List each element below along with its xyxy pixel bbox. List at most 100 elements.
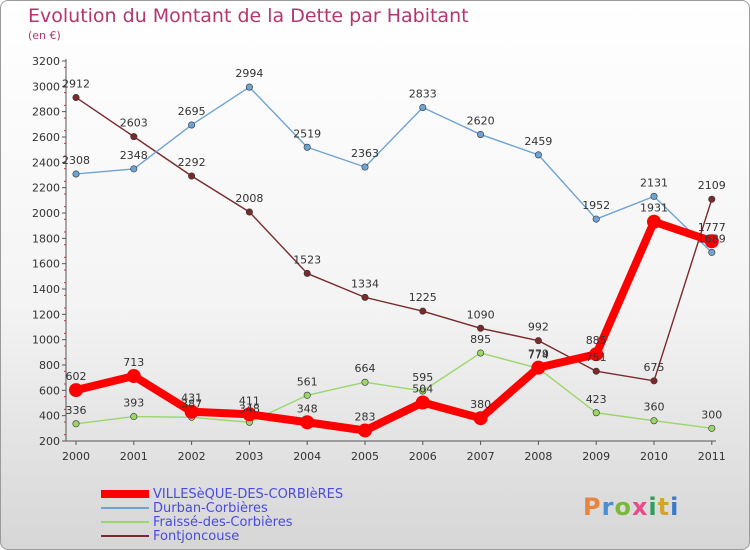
data-label: 2308	[62, 154, 90, 167]
data-point	[477, 130, 485, 138]
chart-title: Evolution du Montant de la Dette par Hab…	[28, 5, 469, 27]
data-point	[188, 121, 196, 129]
x-tick-label: 2008	[524, 450, 552, 463]
y-tick-label: 200	[39, 435, 60, 448]
data-point	[419, 387, 427, 395]
data-point	[419, 307, 427, 315]
data-point	[69, 383, 83, 398]
legend-swatch	[101, 490, 149, 498]
data-point	[415, 395, 430, 410]
x-tick-label: 2009	[582, 450, 610, 463]
y-tick-label: 3000	[32, 80, 60, 93]
data-label: 2131	[640, 176, 668, 189]
data-label: 393	[123, 397, 144, 410]
data-label: 751	[586, 351, 607, 364]
data-label: 2008	[235, 192, 263, 205]
data-label: 2695	[178, 105, 206, 118]
legend-label: Durban-Corbières	[153, 500, 268, 516]
data-point	[303, 269, 311, 277]
data-point	[242, 407, 257, 422]
data-label: 713	[123, 356, 144, 369]
x-tick-label: 2006	[409, 450, 437, 463]
y-tick-label: 2600	[32, 131, 60, 144]
data-point	[188, 172, 196, 180]
data-label: 1090	[467, 308, 495, 321]
data-label: 348	[239, 402, 260, 415]
data-label: 336	[66, 404, 87, 417]
data-point	[72, 170, 80, 178]
brand-logo: Proxiti	[583, 493, 680, 521]
legend-item: Fontjoncouse	[101, 528, 240, 544]
data-label: 1225	[409, 291, 437, 304]
data-point	[361, 378, 369, 386]
data-label: 2363	[351, 147, 379, 160]
data-label: 411	[239, 394, 260, 407]
data-point	[592, 367, 600, 375]
data-label: 2603	[120, 117, 148, 130]
legend-item: Durban-Corbières	[101, 500, 268, 516]
data-point	[361, 163, 369, 171]
y-tick-label: 3200	[32, 55, 60, 68]
y-tick-label: 1000	[32, 334, 60, 347]
data-label: 2292	[178, 156, 206, 169]
data-point	[708, 424, 716, 432]
data-label: 1523	[293, 253, 321, 266]
x-tick-label: 2007	[467, 450, 495, 463]
y-tick-label: 1200	[32, 308, 60, 321]
data-point	[126, 369, 141, 384]
data-point	[704, 234, 719, 249]
data-point	[708, 248, 716, 256]
data-label: 423	[586, 393, 607, 406]
series-line	[75, 96, 713, 382]
data-point	[358, 423, 372, 438]
data-point	[592, 215, 600, 223]
data-point	[589, 347, 604, 362]
data-label: 360	[644, 401, 665, 414]
y-tick-label: 2800	[32, 106, 60, 119]
y-tick-label: 2200	[32, 182, 60, 195]
y-tick-label: 1800	[32, 232, 60, 245]
y-tick-label: 600	[39, 384, 60, 397]
x-tick-label: 2002	[178, 450, 206, 463]
x-tick-label: 2010	[640, 450, 668, 463]
data-label: 380	[470, 398, 491, 411]
data-label: 885	[586, 334, 607, 347]
legend-swatch	[101, 535, 149, 537]
data-point	[245, 83, 253, 91]
data-point	[361, 293, 369, 301]
data-point	[534, 337, 542, 345]
x-tick-label: 2004	[293, 450, 321, 463]
data-label: 595	[412, 371, 433, 384]
data-label: 1334	[351, 277, 379, 290]
x-tick-label: 2001	[120, 450, 148, 463]
legend-item: VILLESèQUE-DES-CORBIèRES	[101, 486, 344, 502]
data-label: 1689	[698, 232, 726, 245]
data-point	[184, 404, 199, 419]
data-point	[477, 324, 485, 332]
data-point	[650, 377, 658, 385]
series-line	[75, 86, 713, 253]
legend-label: VILLESèQUE-DES-CORBIèRES	[153, 486, 344, 502]
data-point	[419, 103, 427, 111]
data-point	[300, 415, 315, 430]
data-point	[130, 133, 138, 141]
legend-swatch	[101, 521, 149, 523]
data-label: 283	[355, 410, 376, 423]
y-tick-label: 2000	[32, 207, 60, 220]
x-tick-label: 2011	[698, 450, 726, 463]
y-tick-label: 1400	[32, 283, 60, 296]
data-label: 675	[644, 361, 665, 374]
data-point	[473, 411, 488, 426]
y-tick-label: 2400	[32, 156, 60, 169]
x-tick-label: 2003	[235, 450, 263, 463]
data-label: 504	[412, 382, 433, 395]
data-label: 2348	[120, 149, 148, 162]
data-point	[708, 195, 716, 203]
data-label: 348	[297, 402, 318, 415]
data-label: 431	[181, 392, 202, 405]
data-label: 2833	[409, 87, 437, 100]
data-point	[130, 413, 138, 421]
legend-label: Fontjoncouse	[153, 528, 240, 544]
data-point	[531, 360, 546, 375]
